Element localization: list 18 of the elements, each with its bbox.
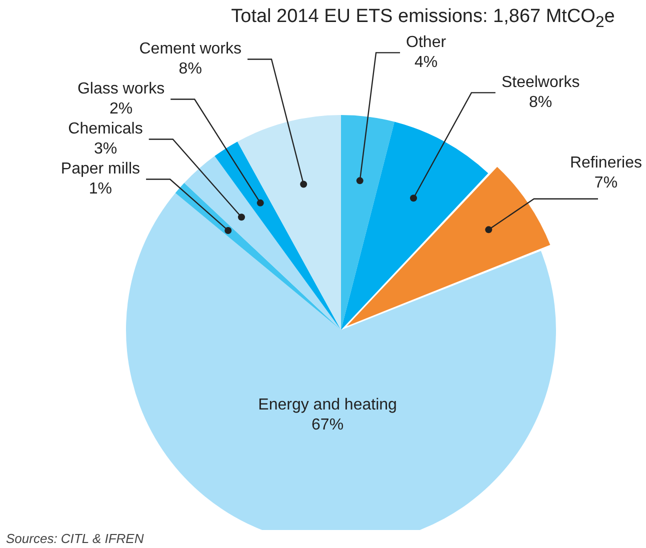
data-label: 4% <box>414 54 438 72</box>
slice-label: Steelworks <box>501 74 580 92</box>
slice-label: Glass works <box>77 80 165 98</box>
data-label: 1% <box>88 180 112 198</box>
chart-title: Total 2014 EU ETS emissions: 1,867 MtCO$_{2}$e <box>230 6 616 32</box>
data-label: 2% <box>109 100 133 118</box>
slice-label: Refineries <box>570 154 642 172</box>
slice-label: Chemicals <box>68 120 143 138</box>
slice-label: Paper mills <box>60 160 140 178</box>
slice-label: Cement works <box>139 40 242 58</box>
data-label: 67% <box>312 416 344 434</box>
slice-label: Energy and heating <box>258 396 397 414</box>
data-label: 8% <box>178 60 202 78</box>
source-note: Sources: CITL & IFREN <box>6 531 144 546</box>
slice-label: Other <box>406 34 447 52</box>
data-label: 3% <box>94 140 118 158</box>
data-label: 8% <box>529 94 552 112</box>
data-label: 7% <box>594 174 618 192</box>
